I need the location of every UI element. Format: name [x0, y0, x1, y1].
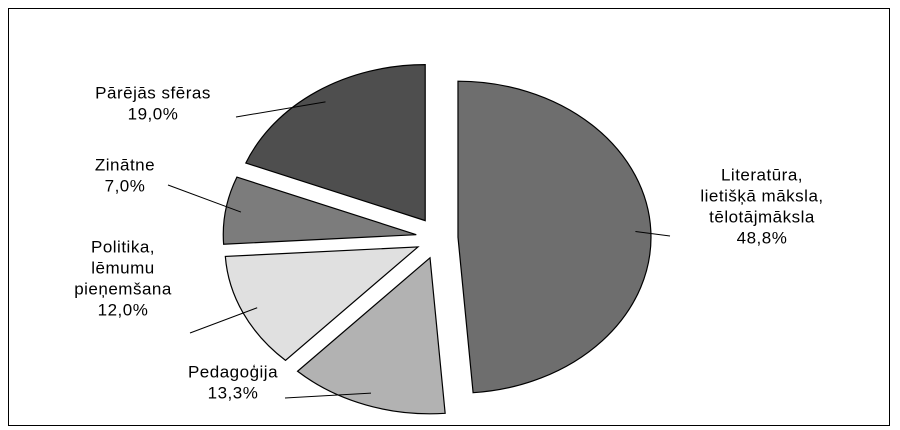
- slice-label-0: Literatūra, lietišķā māksla, tēlotājmāksla…: [700, 166, 823, 248]
- leader-line-1: [284, 392, 372, 399]
- pie-slice-0: [457, 80, 652, 394]
- pie-slice-3: [222, 176, 417, 245]
- slice-label-line: 7,0%: [105, 177, 146, 196]
- slice-label-line: 12,0%: [98, 301, 149, 320]
- leader-line-0: [635, 231, 671, 237]
- slice-label-line: Pedagoģija: [188, 363, 278, 382]
- pie-slice-4: [244, 64, 426, 222]
- slice-label-line: Literatūra,: [721, 166, 803, 185]
- slice-label-1: Pedagoģija 13,3%: [188, 363, 278, 403]
- slice-label-line: Politika,: [91, 238, 155, 257]
- slice-label-line: 48,8%: [737, 229, 788, 248]
- slice-label-line: tēlotājmāksla: [709, 208, 815, 227]
- pie-slice-1: [296, 256, 446, 415]
- slice-label-line: lietišķā māksla,: [700, 187, 823, 206]
- slice-label-line: lēmumu: [91, 259, 154, 278]
- slice-label-4: Pārējās sfēras 19,0%: [95, 84, 211, 124]
- slice-label-line: 13,3%: [208, 384, 259, 403]
- slice-label-line: Zinātne: [95, 156, 155, 175]
- slice-label-line: 19,0%: [128, 105, 179, 124]
- slice-label-line: Pārējās sfēras: [95, 84, 211, 103]
- chart-area: [8, 8, 890, 426]
- leader-line-3: [167, 184, 242, 213]
- leader-line-4: [235, 101, 326, 118]
- slice-label-3: Zinātne 7,0%: [95, 156, 155, 196]
- slice-label-line: pieņemšana: [74, 280, 172, 299]
- slice-label-2: Politika, lēmumu pieņemšana 12,0%: [74, 238, 172, 320]
- leader-line-2: [189, 307, 258, 334]
